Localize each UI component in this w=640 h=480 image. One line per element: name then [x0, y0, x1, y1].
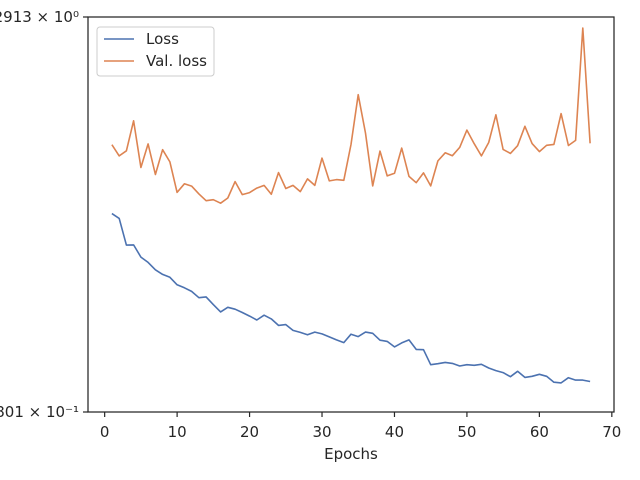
series-lines: [111, 27, 591, 384]
x-tick-label: 60: [530, 423, 549, 441]
legend-label-val-loss: Val. loss: [146, 52, 207, 70]
x-tick-label: 30: [312, 423, 331, 441]
x-axis-label: Epochs: [324, 445, 378, 463]
x-tick-label: 70: [602, 423, 621, 441]
legend-label-loss: Loss: [146, 30, 179, 48]
x-tick-label: 50: [457, 423, 476, 441]
plot-area: [87, 16, 615, 413]
series-line-val-loss: [111, 27, 591, 204]
x-tick-label: 40: [385, 423, 404, 441]
x-tick-label: 0: [100, 423, 110, 441]
x-tick-label: 20: [240, 423, 259, 441]
series-line-loss: [111, 212, 591, 384]
y-tick-label: 0.2913 × 10⁰: [0, 8, 79, 26]
legend: Loss Val. loss: [96, 26, 215, 77]
x-tick-label: 10: [168, 423, 187, 441]
